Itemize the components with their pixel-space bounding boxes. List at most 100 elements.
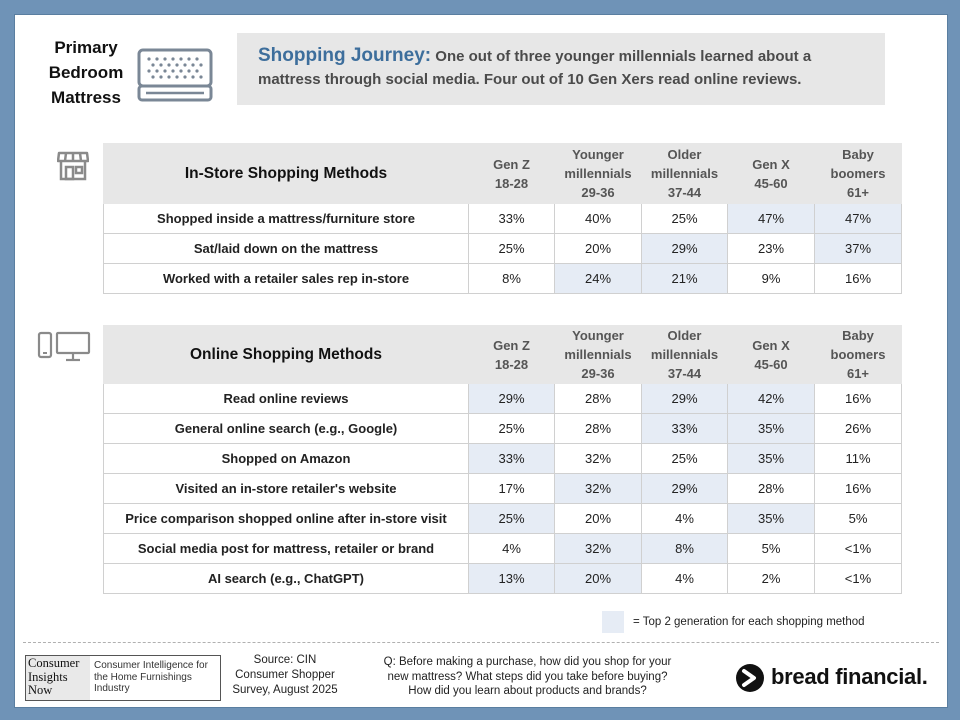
table-row: Price comparison shopped online after in… (103, 503, 902, 534)
storefront-icon (57, 151, 89, 181)
bread-financial-logo: bread financial. (735, 661, 935, 695)
cin-logo-description: Consumer Intelligence for the Home Furni… (94, 660, 208, 694)
slide: Primary Bedroom Mattress Shopping Journe… (14, 14, 948, 708)
table-cell: 16% (814, 263, 902, 294)
footer-divider (23, 642, 939, 643)
table-row: Social media post for mattress, retailer… (103, 533, 902, 564)
table-cell: 25% (641, 443, 728, 474)
product-title-line: Mattress (51, 88, 121, 107)
column-header-younger-millennials: Younger millennials 29-36 (554, 143, 642, 204)
table-cell: 24% (554, 263, 642, 294)
table-cell: 25% (468, 413, 555, 444)
row-label: Read online reviews (103, 383, 469, 414)
column-header-line: Younger (572, 328, 624, 343)
table-row: Worked with a retailer sales rep in-stor… (103, 263, 902, 294)
column-header-line: Younger (572, 147, 624, 162)
table-cell: 20% (554, 503, 642, 534)
column-header-line: 29-36 (581, 185, 615, 200)
online-methods-table: Online Shopping Methods Gen Z 18-28 Young… (103, 325, 902, 594)
table-row: AI search (e.g., ChatGPT) 13% 20% 4% 2% <1% (103, 563, 902, 594)
headline: Shopping Journey: One out of three young… (258, 44, 870, 91)
table-row: Shopped inside a mattress/furniture stor… (103, 203, 902, 234)
table-cell: 2% (727, 563, 815, 594)
headline-lead: Shopping Journey: (258, 45, 432, 66)
column-header-line: 61+ (846, 185, 870, 200)
table-cell: 9% (727, 263, 815, 294)
table-cell: 5% (727, 533, 815, 564)
legend-swatch (602, 611, 624, 633)
table-cell: 20% (554, 233, 642, 264)
column-header-line: Older (667, 147, 702, 162)
column-header-baby-boomers: Baby boomers 61+ (814, 325, 902, 384)
row-label: Worked with a retailer sales rep in-stor… (103, 263, 469, 294)
table-cell: 25% (641, 203, 728, 234)
table-cell: 33% (468, 443, 555, 474)
column-header-gen-z: Gen Z 18-28 (468, 325, 555, 384)
table-row: General online search (e.g., Google) 25% 2… (103, 413, 902, 444)
row-label: Sat/laid down on the mattress (103, 233, 469, 264)
device-icons (37, 331, 93, 368)
cin-logo: Consumer Insights Now Consumer Intellige… (25, 655, 221, 701)
table-cell: <1% (814, 533, 902, 564)
table-cell: 28% (554, 383, 642, 414)
cin-logo-wordmark: Consumer Insights Now (26, 656, 90, 700)
instore-methods-table: In-Store Shopping Methods Gen Z 18-28 You… (103, 143, 902, 294)
row-label: Price comparison shopped online after in… (103, 503, 469, 534)
table-cell: 32% (554, 533, 642, 564)
cin-logo-line: Consumer (28, 656, 80, 670)
table-cell: 8% (641, 533, 728, 564)
table-cell: 8% (468, 263, 555, 294)
instore-table-body: Shopped inside a mattress/furniture stor… (103, 203, 902, 294)
column-header-line: 37-44 (667, 185, 702, 200)
table-cell: 47% (814, 203, 902, 234)
table-cell: <1% (814, 563, 902, 594)
online-table-title: Online Shopping Methods (103, 325, 469, 384)
table-cell: 4% (468, 533, 555, 564)
column-header-line: 61+ (846, 366, 870, 381)
cin-logo-line: Now (28, 683, 53, 697)
table-cell: 20% (554, 563, 642, 594)
table-cell: 21% (641, 263, 728, 294)
source-line: Survey, August 2025 (232, 684, 338, 696)
table-cell: 16% (814, 473, 902, 504)
table-row: Read online reviews 29% 28% 29% 42% 16% (103, 383, 902, 414)
column-header-line: boomers (830, 347, 886, 362)
table-cell: 37% (814, 233, 902, 264)
column-header-line: Gen Z (493, 337, 530, 353)
column-header-line: Baby (842, 147, 874, 162)
row-label: General online search (e.g., Google) (103, 413, 469, 444)
table-header-row: Online Shopping Methods Gen Z 18-28 Young… (103, 325, 902, 384)
table-cell: 35% (727, 503, 815, 534)
table-cell: 16% (814, 383, 902, 414)
table-cell: 26% (814, 413, 902, 444)
column-header-line: Gen X (752, 156, 790, 172)
mattress-icon (137, 48, 213, 102)
table-cell: 29% (641, 473, 728, 504)
column-header-line: Older (667, 328, 702, 343)
column-header-gen-x: Gen X 45-60 (727, 325, 815, 384)
legend-text: = Top 2 generation for each shopping met… (633, 616, 865, 628)
headline-box: Shopping Journey: One out of three young… (237, 33, 885, 105)
table-header-row: In-Store Shopping Methods Gen Z 18-28 You… (103, 143, 902, 204)
column-header-line: boomers (830, 166, 886, 181)
source-line: Consumer Shopper (235, 669, 335, 681)
table-cell: 40% (554, 203, 642, 234)
column-header-line: millennials (564, 166, 632, 181)
row-label: Visited an in-store retailer's website (103, 473, 469, 504)
column-header-line: Gen Z (493, 156, 530, 172)
table-cell: 32% (554, 473, 642, 504)
column-header-line: millennials (650, 166, 719, 181)
table-cell: 29% (468, 383, 555, 414)
table-cell: 47% (727, 203, 815, 234)
product-title-line: Primary (54, 38, 118, 57)
table-cell: 4% (641, 563, 728, 594)
column-header-line: millennials (650, 347, 719, 362)
table-cell: 25% (468, 233, 555, 264)
source-line: Source: CIN (253, 654, 317, 666)
column-header-older-millennials: Older millennials 37-44 (641, 325, 728, 384)
table-cell: 25% (468, 503, 555, 534)
column-header-line: Gen X (752, 337, 790, 353)
table-row: Shopped on Amazon 33% 32% 25% 35% 11% (103, 443, 902, 474)
table-row: Sat/laid down on the mattress 25% 20% 29% 23… (103, 233, 902, 264)
bread-logo-wordmark: bread financial. (771, 664, 928, 689)
